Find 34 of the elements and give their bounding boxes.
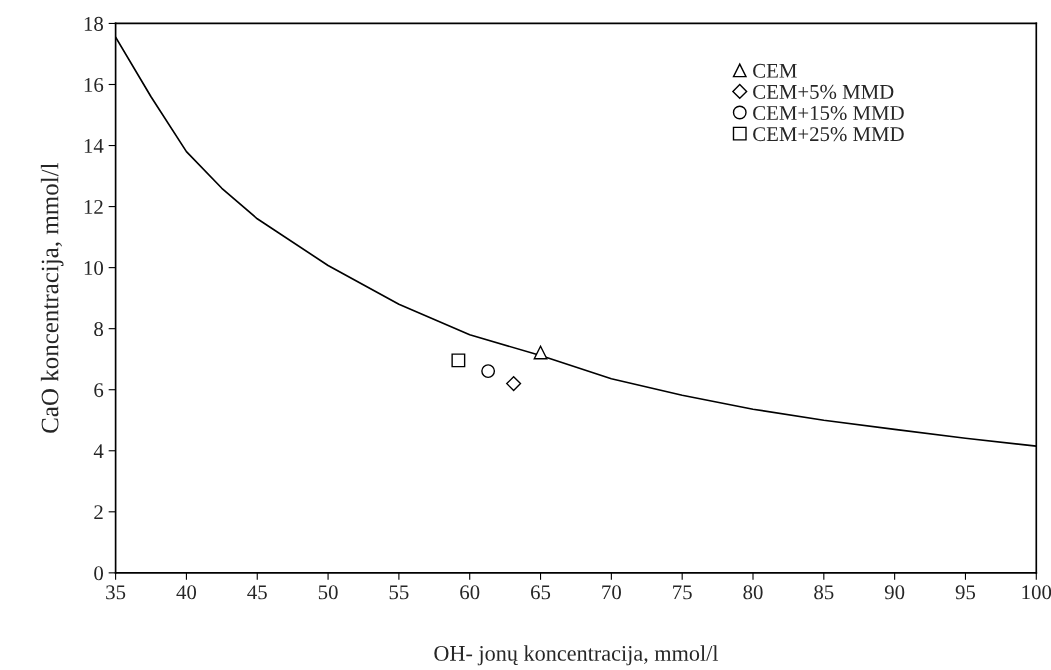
x-tick-label: 95: [955, 585, 976, 600]
y-tick-label: 16: [84, 77, 104, 92]
y-tick-label: 6: [94, 383, 104, 398]
x-tick-label: 100: [1022, 585, 1051, 600]
point: [481, 364, 496, 379]
y-tick-label: 0: [94, 566, 104, 581]
y-axis-title: CaO koncentracija, mmol/l: [40, 162, 64, 433]
point: [451, 353, 466, 368]
x-tick-label: 60: [460, 585, 480, 600]
legend-label: CEM+15% MMD: [753, 105, 904, 121]
y-tick-label: 14: [84, 139, 104, 153]
y-tick-label: 18: [84, 16, 104, 31]
y-tick-label: 2: [94, 505, 103, 520]
y-tick-label: 12: [84, 200, 103, 214]
point: [506, 376, 522, 392]
legend-label: CEM+5% MMD: [753, 84, 894, 99]
x-tick-label: 75: [673, 585, 692, 600]
y-tick-label: 4: [93, 444, 104, 458]
x-tick-label: 55: [389, 585, 409, 600]
y-tick-label: 8: [94, 322, 104, 337]
legend-label: CEM+25% MMD: [753, 127, 904, 142]
x-tick-label: 85: [814, 585, 834, 600]
point: [533, 345, 548, 360]
legend-label: CEM: [753, 63, 797, 78]
y-tick-label: 10: [84, 261, 104, 276]
x-tick-label: 50: [318, 585, 338, 600]
x-tick-label: 90: [884, 585, 905, 600]
x-tick-label: 80: [743, 585, 763, 600]
x-tick-label: 70: [602, 585, 621, 600]
x-tick-label: 65: [531, 585, 551, 600]
x-axis-title: OH- jonų koncentracija, mmol/l: [434, 645, 719, 666]
x-tick-label: 35: [106, 585, 126, 600]
x-tick-label: 45: [247, 585, 267, 600]
x-tick-label: 40: [176, 585, 197, 600]
